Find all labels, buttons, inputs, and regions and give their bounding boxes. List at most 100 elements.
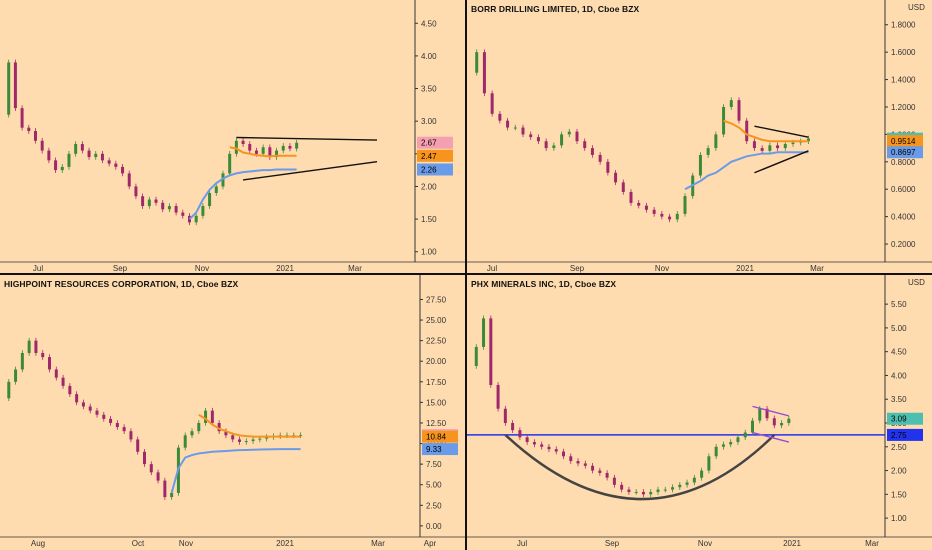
candle-body — [506, 120, 510, 128]
candle-body — [14, 369, 18, 382]
candle-body — [254, 150, 258, 154]
candle-body — [33, 130, 37, 141]
candle-body — [100, 153, 104, 161]
candle-body — [671, 487, 675, 490]
last-value-badge — [887, 428, 923, 441]
y-tick-label: 4.50 — [891, 348, 907, 357]
candle-body — [281, 145, 285, 151]
candle-body — [27, 340, 31, 353]
y-tick-label: 15.00 — [426, 398, 447, 407]
candle-body — [714, 134, 718, 149]
candle-body — [474, 346, 478, 366]
x-tick-label: Apr — [424, 539, 437, 548]
last-value-label: 0.9514 — [891, 137, 916, 146]
candle-body — [598, 154, 602, 162]
candle-body — [80, 144, 84, 151]
trendline — [242, 160, 378, 181]
candle-body — [521, 127, 525, 135]
candle-body — [745, 120, 749, 142]
candle-body — [190, 431, 194, 436]
candle-body — [552, 145, 556, 149]
candle-body — [170, 492, 174, 498]
moving-average-line — [229, 146, 297, 158]
cup-pattern-arc — [504, 433, 776, 501]
candle-body — [765, 408, 769, 419]
candle-body — [540, 444, 544, 447]
x-tick-label: Mar — [348, 264, 362, 273]
candle-body — [27, 127, 31, 131]
candle-body — [261, 147, 265, 154]
candle-body — [776, 145, 780, 149]
chart-panel-bottom-right: PHX MINERALS INC, 1D, Cboe BZX 1.00 1.50 2… — [467, 275, 932, 550]
candle-body — [214, 186, 218, 193]
candle-body — [163, 480, 167, 498]
chart-title: BORR DRILLING LIMITED, 1D, Cboe BZX — [471, 4, 640, 14]
y-tick-label: 20.00 — [426, 357, 447, 366]
candle-body — [217, 422, 221, 432]
last-value-label: 3.09 — [891, 415, 907, 424]
candle-body — [47, 150, 51, 161]
candle-body — [544, 141, 548, 149]
candle-body — [7, 62, 11, 115]
last-value-badge — [887, 146, 923, 159]
candle-body — [567, 131, 571, 135]
candle-body — [496, 384, 500, 409]
y-tick-label: 3.50 — [421, 85, 437, 94]
y-tick-label: 25.00 — [426, 316, 447, 325]
candle-body — [627, 489, 631, 492]
candle-body — [268, 147, 272, 158]
candle-body — [569, 456, 573, 462]
x-tick-label: Aug — [31, 539, 45, 548]
x-tick-label: Jul — [487, 264, 497, 273]
candle-body — [598, 470, 602, 473]
candle-body — [48, 357, 51, 370]
candle-body — [562, 451, 565, 457]
candle-body — [668, 216, 672, 220]
candle-body — [54, 160, 58, 171]
candle-body — [275, 150, 279, 158]
candle-body — [637, 202, 641, 206]
moving-average-line — [188, 168, 297, 220]
candle-body — [706, 148, 710, 155]
candle-body — [575, 131, 579, 142]
candle-body — [660, 213, 664, 217]
candle-body — [554, 449, 558, 452]
x-tick-label: Nov — [195, 264, 209, 273]
candle-body — [288, 145, 292, 149]
candle-body — [583, 463, 587, 466]
x-tick-label: Sep — [113, 264, 128, 273]
y-tick-label: 17.50 — [426, 378, 447, 387]
chart-panel-top-left: 1.001.502.002.503.003.504.004.50JulSepNo… — [0, 0, 465, 273]
candle-body — [729, 100, 733, 107]
candle-body — [183, 435, 187, 448]
candle-body — [95, 410, 99, 415]
y-tick-label: 7.50 — [426, 460, 442, 469]
candle-body — [489, 318, 493, 385]
candle-body — [201, 206, 205, 216]
moving-average-line — [684, 151, 809, 191]
candle-body — [772, 418, 776, 426]
moving-average-line — [170, 448, 301, 494]
y-tick-label: 2.50 — [891, 443, 907, 452]
y-tick-label: 1.2000 — [891, 103, 916, 112]
candle-body — [94, 153, 98, 158]
candle-body — [141, 196, 145, 207]
candle-body — [614, 172, 618, 183]
candle-body — [54, 369, 58, 378]
y-tick-label: 0.8000 — [891, 158, 916, 167]
candle-body — [605, 472, 609, 478]
y-tick-label: 1.4000 — [891, 76, 916, 85]
candle-body — [780, 423, 784, 426]
candle-body — [61, 377, 65, 386]
y-tick-label: 2.50 — [426, 501, 442, 510]
x-tick-label: Nov — [698, 539, 712, 548]
candle-body — [652, 209, 656, 214]
candle-body — [102, 414, 106, 419]
candle-body — [721, 444, 725, 447]
y-tick-label: 0.4000 — [891, 213, 916, 222]
candle-body — [791, 142, 795, 144]
y-tick-label: 27.50 — [426, 295, 447, 304]
x-tick-label: 2021 — [783, 539, 801, 548]
x-tick-label: Mar — [865, 539, 879, 548]
candle-body — [760, 148, 764, 151]
